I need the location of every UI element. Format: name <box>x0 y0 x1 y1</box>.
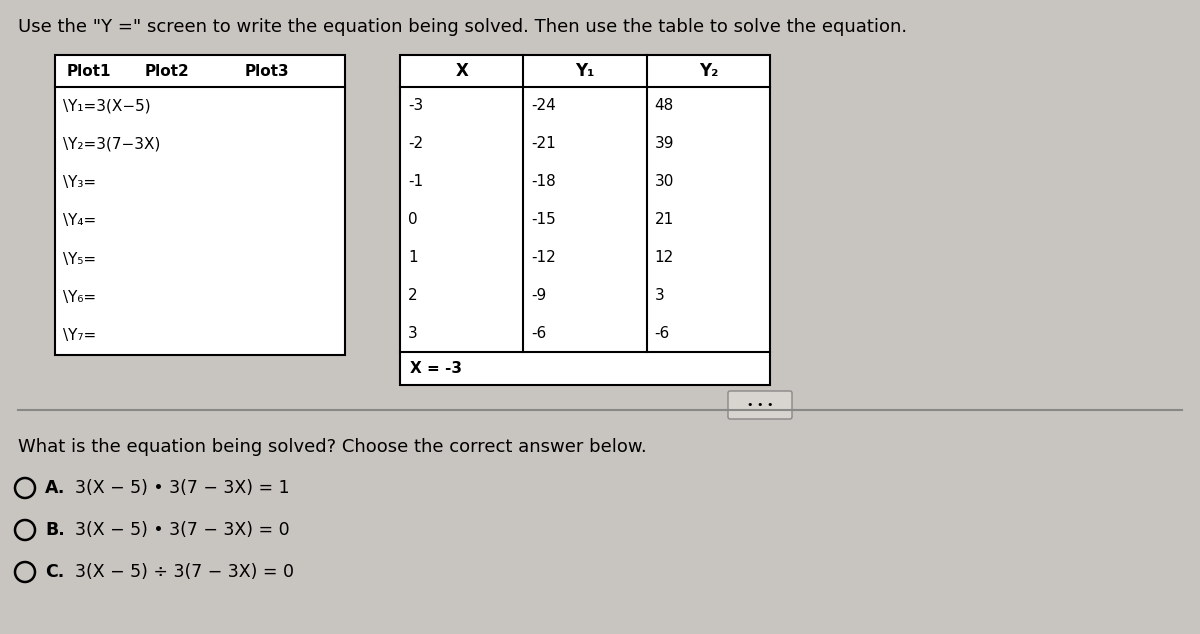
Text: -6: -6 <box>655 326 670 340</box>
Text: -21: -21 <box>532 136 556 152</box>
Text: \Y₃=: \Y₃= <box>64 175 96 190</box>
Text: -1: -1 <box>408 174 424 189</box>
Text: Plot2: Plot2 <box>145 63 190 79</box>
Text: \Y₄=: \Y₄= <box>64 214 96 228</box>
Bar <box>55 55 346 355</box>
Text: 0: 0 <box>408 212 418 227</box>
Text: \Y₂=3(7−3X): \Y₂=3(7−3X) <box>64 137 161 152</box>
Text: X = -3: X = -3 <box>410 361 462 376</box>
Text: \Y₆=: \Y₆= <box>64 290 96 305</box>
Text: -18: -18 <box>532 174 556 189</box>
Text: B.: B. <box>46 521 65 539</box>
Text: 3: 3 <box>408 326 418 340</box>
Text: \Y₅=: \Y₅= <box>64 252 96 267</box>
Bar <box>400 55 770 385</box>
Text: Y₂: Y₂ <box>698 62 718 80</box>
Text: \Y₁=3(X−5): \Y₁=3(X−5) <box>64 99 151 113</box>
Text: What is the equation being solved? Choose the correct answer below.: What is the equation being solved? Choos… <box>18 438 647 456</box>
FancyBboxPatch shape <box>728 391 792 419</box>
Text: 1: 1 <box>408 250 418 265</box>
Text: 39: 39 <box>655 136 674 152</box>
Text: 30: 30 <box>655 174 674 189</box>
Text: -9: -9 <box>532 288 546 302</box>
Text: 3(X − 5) • 3(7 − 3X) = 0: 3(X − 5) • 3(7 − 3X) = 0 <box>74 521 289 539</box>
Text: -12: -12 <box>532 250 556 265</box>
Text: X: X <box>455 62 468 80</box>
Text: Plot1: Plot1 <box>67 63 112 79</box>
Text: • • •: • • • <box>746 400 773 410</box>
Text: Y₁: Y₁ <box>575 62 595 80</box>
Text: \Y₇=: \Y₇= <box>64 328 96 344</box>
Text: -3: -3 <box>408 98 424 113</box>
Text: -6: -6 <box>532 326 546 340</box>
Text: 12: 12 <box>655 250 674 265</box>
Text: Plot3: Plot3 <box>245 63 289 79</box>
Text: 48: 48 <box>655 98 674 113</box>
Text: 3(X − 5) ÷ 3(7 − 3X) = 0: 3(X − 5) ÷ 3(7 − 3X) = 0 <box>74 563 294 581</box>
Text: 2: 2 <box>408 288 418 302</box>
Text: -2: -2 <box>408 136 424 152</box>
Text: C.: C. <box>46 563 65 581</box>
Text: A.: A. <box>46 479 65 497</box>
Text: Use the "Y =" screen to write the equation being solved. Then use the table to s: Use the "Y =" screen to write the equati… <box>18 18 907 36</box>
Text: -15: -15 <box>532 212 556 227</box>
Text: 21: 21 <box>655 212 674 227</box>
Text: -24: -24 <box>532 98 556 113</box>
Text: 3: 3 <box>655 288 665 302</box>
Text: 3(X − 5) • 3(7 − 3X) = 1: 3(X − 5) • 3(7 − 3X) = 1 <box>74 479 289 497</box>
